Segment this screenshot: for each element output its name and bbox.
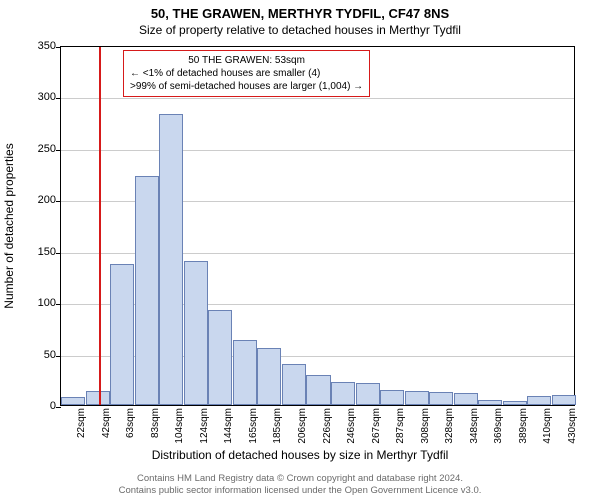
xtick-label: 308sqm	[420, 408, 431, 444]
ytick-label: 300	[16, 91, 56, 103]
xtick-label: 185sqm	[272, 408, 283, 444]
footer-line1: Contains HM Land Registry data © Crown c…	[0, 473, 600, 484]
xtick-label: 246sqm	[346, 408, 357, 444]
histogram-bar	[61, 397, 85, 405]
ytick-mark	[56, 253, 61, 254]
histogram-bar	[429, 392, 453, 405]
ytick-label: 150	[16, 246, 56, 258]
annotation-line3: >99% of semi-detached houses are larger …	[130, 80, 363, 93]
histogram-bar	[306, 375, 330, 405]
histogram-bar	[503, 401, 527, 405]
histogram-bar	[233, 340, 257, 405]
plot-area: 50 THE GRAWEN: 53sqm← <1% of detached ho…	[60, 46, 575, 406]
footer-attribution: Contains HM Land Registry data © Crown c…	[0, 473, 600, 496]
xtick-label: 104sqm	[174, 408, 185, 444]
xtick-label: 348sqm	[469, 408, 480, 444]
xtick-label: 226sqm	[322, 408, 333, 444]
xtick-label: 206sqm	[297, 408, 308, 444]
x-axis-label: Distribution of detached houses by size …	[0, 448, 600, 462]
histogram-bar	[208, 310, 232, 405]
footer-line2: Contains public sector information licen…	[0, 485, 600, 496]
annotation-line1: 50 THE GRAWEN: 53sqm	[130, 54, 363, 67]
annotation-box: 50 THE GRAWEN: 53sqm← <1% of detached ho…	[123, 50, 370, 97]
histogram-bar	[86, 391, 110, 405]
histogram-bar	[331, 382, 355, 405]
ytick-mark	[56, 304, 61, 305]
xtick-label: 83sqm	[150, 408, 161, 438]
gridline	[61, 150, 574, 151]
subject-marker-line	[99, 47, 101, 405]
histogram-bar	[478, 400, 502, 405]
ytick-label: 0	[16, 400, 56, 412]
histogram-bar	[405, 391, 429, 405]
histogram-bar	[135, 176, 159, 405]
ytick-label: 350	[16, 40, 56, 52]
title-subtitle: Size of property relative to detached ho…	[0, 23, 600, 37]
ytick-mark	[56, 98, 61, 99]
histogram-bar	[380, 390, 404, 405]
xtick-label: 144sqm	[223, 408, 234, 444]
histogram-bar	[184, 261, 208, 405]
xtick-label: 267sqm	[371, 408, 382, 444]
histogram-bar	[282, 364, 306, 405]
xtick-label: 22sqm	[76, 408, 87, 438]
histogram-bar	[552, 395, 576, 405]
xtick-label: 369sqm	[493, 408, 504, 444]
ytick-mark	[56, 356, 61, 357]
ytick-label: 200	[16, 194, 56, 206]
xtick-label: 410sqm	[542, 408, 553, 444]
histogram-bar	[527, 396, 551, 405]
gridline	[61, 98, 574, 99]
histogram-bar	[110, 264, 134, 405]
ytick-label: 250	[16, 143, 56, 155]
histogram-bar	[159, 114, 183, 405]
xtick-label: 430sqm	[567, 408, 578, 444]
xtick-label: 124sqm	[199, 408, 210, 444]
xtick-label: 389sqm	[518, 408, 529, 444]
histogram-bar	[454, 393, 478, 405]
ytick-label: 100	[16, 297, 56, 309]
xtick-label: 328sqm	[444, 408, 455, 444]
chart-title-block: 50, THE GRAWEN, MERTHYR TYDFIL, CF47 8NS…	[0, 0, 600, 37]
histogram-bar	[356, 383, 380, 405]
ytick-label: 50	[16, 349, 56, 361]
ytick-mark	[56, 407, 61, 408]
annotation-line2: ← <1% of detached houses are smaller (4)	[130, 67, 363, 80]
y-axis-label: Number of detached properties	[2, 143, 16, 308]
histogram-bar	[257, 348, 281, 405]
xtick-label: 287sqm	[395, 408, 406, 444]
ytick-mark	[56, 47, 61, 48]
ytick-mark	[56, 201, 61, 202]
ytick-mark	[56, 150, 61, 151]
xtick-label: 42sqm	[101, 408, 112, 438]
xtick-label: 165sqm	[248, 408, 259, 444]
title-address: 50, THE GRAWEN, MERTHYR TYDFIL, CF47 8NS	[0, 6, 600, 21]
xtick-label: 63sqm	[125, 408, 136, 438]
